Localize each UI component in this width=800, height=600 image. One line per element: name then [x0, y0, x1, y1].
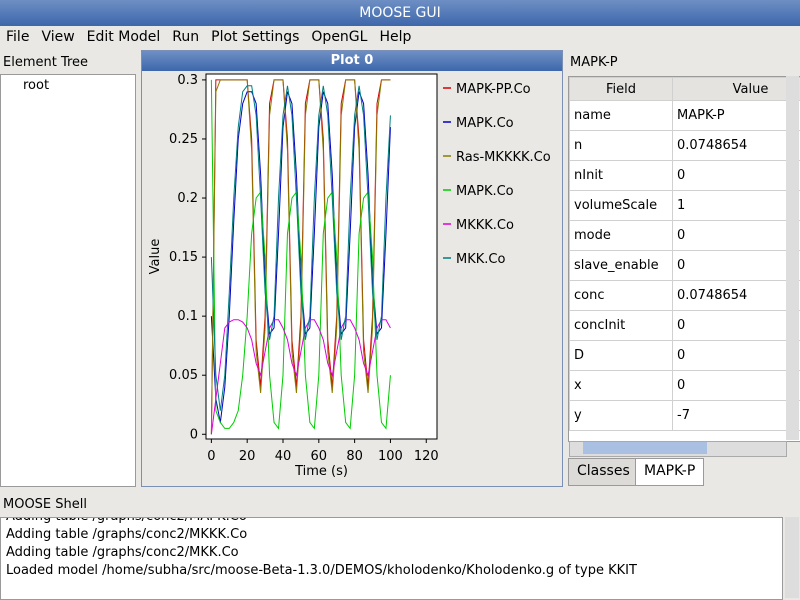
x-axis-label: Time (s) — [294, 464, 348, 479]
menu-bar: File View Edit Model Run Plot Settings OpenGL… — [0, 26, 800, 48]
plot-window: Plot 0 0 0.05 0.1 0.15 0.2 0.25 0.3 0 20 40 60 80 10… — [141, 50, 563, 487]
plot-frame — [205, 73, 438, 440]
shell-line: Adding table /graphs/conc2/MAPK.Co — [6, 518, 782, 527]
property-table: Field Value name MAPK-P n 0.0748654 nInit 0 volu… — [569, 77, 800, 431]
shell-line: Loaded model /home/subha/src/moose-Beta-… — [6, 563, 637, 578]
table-row: mode 0 — [569, 220, 800, 251]
v-scrollbar[interactable] — [786, 76, 799, 440]
series-line — [210, 79, 391, 430]
tab[interactable]: Classes — [568, 458, 639, 486]
series-line — [210, 319, 391, 435]
column-header: Field — [569, 77, 673, 101]
table-cell: nInit — [569, 160, 673, 191]
table-cell: x — [569, 370, 673, 401]
column-header: Value — [672, 77, 800, 101]
legend-label: MAPK.Co — [456, 184, 514, 199]
x-tick-label: 0 — [207, 449, 215, 464]
table-row: n 0.0748654 — [569, 130, 800, 161]
legend-label: MAPK.Co — [456, 116, 514, 131]
table-row: nInit 0 — [569, 160, 800, 191]
element-tree: root — [0, 74, 136, 487]
shell-lines: Adding table /graphs/conc2/MAPK.CoAdding… — [1, 518, 782, 578]
y-tick-label: 0.2 — [177, 191, 198, 206]
series-line — [210, 85, 391, 411]
table-cell: 0 — [672, 340, 800, 371]
table-row: y -7 — [569, 400, 800, 431]
legend-label: MAPK-PP.Co — [456, 82, 531, 97]
x-tick-label: 60 — [311, 449, 328, 464]
table-cell: 0 — [672, 220, 800, 251]
plot-title: Plot 0 — [142, 51, 562, 71]
chart: 0 0.05 0.1 0.15 0.2 0.25 0.3 0 20 40 60 80 100 120 Tim… — [143, 71, 561, 485]
menu-item[interactable]: View — [41, 29, 75, 45]
table-cell: 0 — [672, 250, 800, 281]
y-tick-label: 0.25 — [169, 132, 198, 147]
y-tick-label: 0.15 — [169, 250, 198, 265]
x-tick-label: 120 — [414, 449, 439, 464]
menu-item[interactable]: Edit Model — [86, 29, 161, 45]
y-tick-label: 0.3 — [177, 73, 198, 88]
y-tick-label: 0.1 — [177, 309, 198, 324]
x-tick-label: 40 — [275, 449, 292, 464]
table-row: conc 0.0748654 — [569, 280, 800, 311]
table-cell: 1 — [672, 190, 800, 221]
title-bar: MOOSE GUI — [0, 0, 800, 26]
tab[interactable]: MAPK-P — [635, 458, 705, 486]
property-table-box: Field Value name MAPK-P n 0.0748654 nInit 0 volu… — [568, 76, 800, 442]
legend-label: Ras-MKKKK.Co — [456, 150, 551, 165]
table-cell: 0 — [672, 160, 800, 191]
x-tick-label: 100 — [378, 449, 403, 464]
table-cell: concInit — [569, 310, 673, 341]
menu-item[interactable]: Run — [172, 29, 200, 45]
x-tick-label: 20 — [239, 449, 256, 464]
shell-line: Adding table /graphs/conc2/MKKK.Co — [6, 527, 248, 542]
table-cell: conc — [569, 280, 673, 311]
table-cell: slave_enable — [569, 250, 673, 281]
y-axis-label: Value — [148, 239, 163, 275]
menu-item[interactable]: Help — [379, 29, 412, 45]
table-cell: -7 — [672, 400, 800, 431]
menu-item[interactable]: File — [6, 29, 30, 45]
table-cell: 0.0748654 — [672, 130, 800, 161]
window-title: MOOSE GUI — [359, 5, 441, 21]
shell: Adding table /graphs/conc2/MAPK.CoAdding… — [0, 517, 783, 600]
menu-item[interactable]: OpenGL — [311, 29, 368, 45]
table-cell: 0.0748654 — [672, 280, 800, 311]
table-row: volumeScale 1 — [569, 190, 800, 221]
v-scrollbar[interactable] — [785, 517, 799, 598]
table-cell: 0 — [672, 310, 800, 341]
table-cell: n — [569, 130, 673, 161]
tree-item[interactable]: root — [23, 78, 50, 93]
panel-title: Element Tree — [3, 55, 89, 70]
y-tick-label: 0 — [190, 427, 198, 442]
table-cell: volumeScale — [569, 190, 673, 221]
table-cell: mode — [569, 220, 673, 251]
x-tick-label: 80 — [346, 449, 363, 464]
panel-title: MAPK-P — [570, 55, 618, 70]
header-row: Field Value — [569, 77, 800, 101]
legend-label: MKKK.Co — [456, 218, 514, 233]
table-cell: D — [569, 340, 673, 371]
panel-title: MOOSE Shell — [3, 497, 87, 512]
table-cell: y — [569, 400, 673, 431]
menu-item[interactable]: Plot Settings — [211, 29, 300, 45]
legend-label: MKK.Co — [456, 252, 505, 267]
y-tick-label: 0.05 — [169, 368, 198, 383]
table-row: name MAPK-P — [569, 100, 800, 131]
table-cell: 0 — [672, 370, 800, 401]
table-cell: MAPK-P — [672, 100, 800, 131]
table-row: slave_enable 0 — [569, 250, 800, 281]
shell-line: Adding table /graphs/conc2/MKK.Co — [6, 545, 239, 560]
table-row: concInit 0 — [569, 310, 800, 341]
table-cell: name — [569, 100, 673, 131]
scroll-thumb[interactable] — [583, 442, 707, 454]
